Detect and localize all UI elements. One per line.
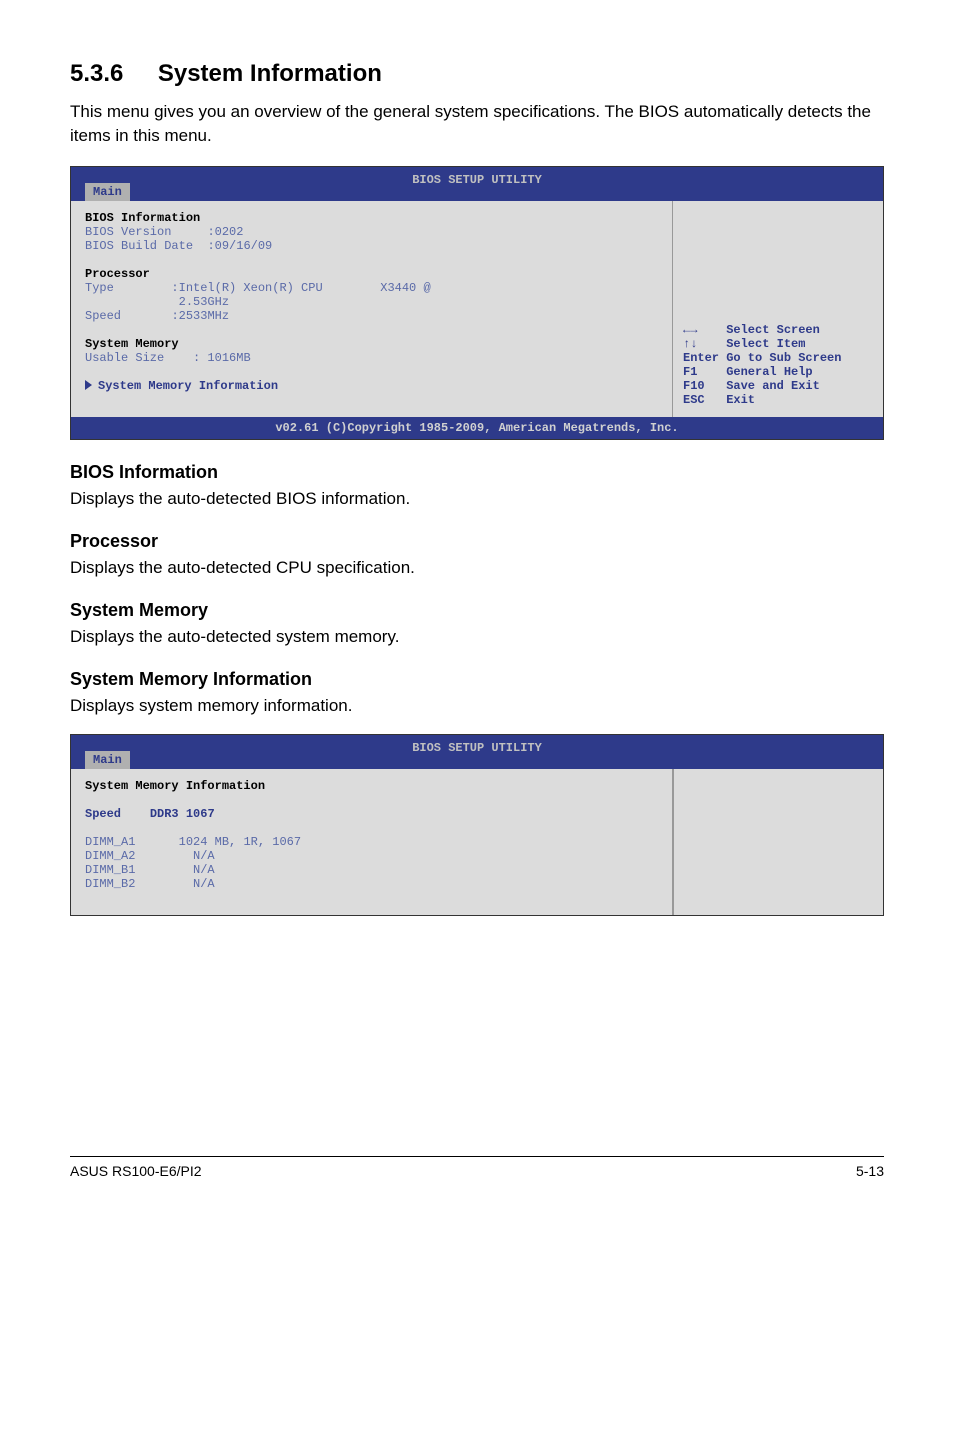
bios2-speed-row: Speed DDR3 1067 <box>85 807 658 821</box>
processor-type-row2: 2.53GHz <box>85 295 658 309</box>
sub-memory-t: Displays the auto-detected system memory… <box>70 627 884 647</box>
dimm-b2-row: DIMM_B2 N/A <box>85 877 658 891</box>
bios-version-row: BIOS Version :0202 <box>85 225 658 239</box>
help-f1: F1 General Help <box>683 365 873 379</box>
bios2-heading: System Memory Information <box>85 779 658 793</box>
sub-processor-t: Displays the auto-detected CPU specifica… <box>70 558 884 578</box>
bios2-utility-title: BIOS SETUP UTILITY <box>71 739 883 755</box>
bios2-header: BIOS SETUP UTILITY Main <box>71 735 883 769</box>
bios-info-heading: BIOS Information <box>85 211 658 225</box>
bios-tab-main[interactable]: Main <box>85 183 130 201</box>
bios-copyright: v02.61 (C)Copyright 1985-2009, American … <box>71 417 883 439</box>
help-esc: ESC Exit <box>683 393 873 407</box>
bios2-help-panel <box>673 769 883 915</box>
sub-memory-h: System Memory <box>70 600 884 621</box>
footer-right: 5-13 <box>856 1163 884 1179</box>
memory-usable-row: Usable Size : 1016MB <box>85 351 658 365</box>
sub-processor-h: Processor <box>70 531 884 552</box>
bios-header: BIOS SETUP UTILITY Main <box>71 167 883 201</box>
section-heading: 5.3.6 System Information <box>70 60 884 88</box>
help-select-screen: ←→ Select Screen <box>683 323 873 337</box>
section-number: 5.3.6 <box>70 60 123 88</box>
page-footer: ASUS RS100-E6/PI2 5-13 <box>70 1156 884 1179</box>
bios-screen-memory: BIOS SETUP UTILITY Main System Memory In… <box>70 734 884 916</box>
processor-heading: Processor <box>85 267 658 281</box>
help-select-item: ↑↓ Select Item <box>683 337 873 351</box>
section-title: System Information <box>158 60 382 88</box>
sub-bios-info-t: Displays the auto-detected BIOS informat… <box>70 489 884 509</box>
submenu-system-memory-info[interactable]: System Memory Information <box>85 379 658 393</box>
help-f10: F10 Save and Exit <box>683 379 873 393</box>
bios-utility-title: BIOS SETUP UTILITY <box>71 171 883 187</box>
sub-bios-info-h: BIOS Information <box>70 462 884 483</box>
help-enter: Enter Go to Sub Screen <box>683 351 873 365</box>
bios-content-area: BIOS Information BIOS Version :0202 BIOS… <box>71 201 673 417</box>
processor-speed-row: Speed :2533MHz <box>85 309 658 323</box>
sub-meminfo-h: System Memory Information <box>70 669 884 690</box>
triangle-icon <box>85 380 92 390</box>
bios2-content-area: System Memory Information Speed DDR3 106… <box>71 769 673 915</box>
bios-screen-main: BIOS SETUP UTILITY Main BIOS Information… <box>70 166 884 440</box>
processor-type-row: Type :Intel(R) Xeon(R) CPU X3440 @ <box>85 281 658 295</box>
dimm-b1-row: DIMM_B1 N/A <box>85 863 658 877</box>
dimm-a1-row: DIMM_A1 1024 MB, 1R, 1067 <box>85 835 658 849</box>
bios-build-row: BIOS Build Date :09/16/09 <box>85 239 658 253</box>
bios2-tab-main[interactable]: Main <box>85 751 130 769</box>
dimm-a2-row: DIMM_A2 N/A <box>85 849 658 863</box>
sub-meminfo-t: Displays system memory information. <box>70 696 884 716</box>
bios-help-panel: ←→ Select Screen ↑↓ Select Item Enter Go… <box>673 201 883 417</box>
intro-text: This menu gives you an overview of the g… <box>70 100 884 148</box>
memory-heading: System Memory <box>85 337 658 351</box>
footer-left: ASUS RS100-E6/PI2 <box>70 1163 202 1179</box>
